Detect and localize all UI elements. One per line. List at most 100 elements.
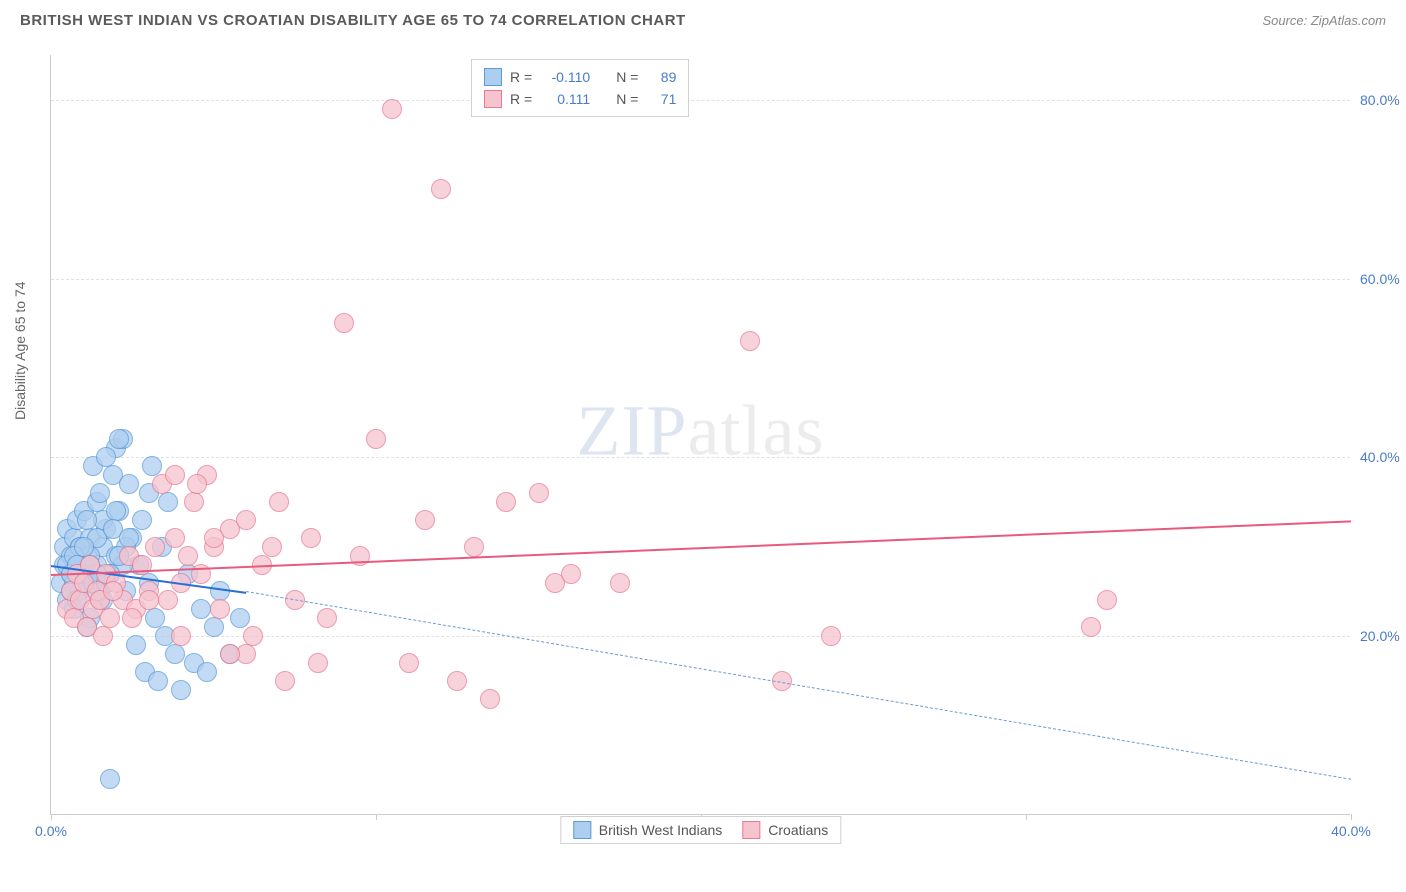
chart-header: BRITISH WEST INDIAN VS CROATIAN DISABILI… <box>0 0 1406 37</box>
data-point <box>158 492 178 512</box>
data-point <box>275 671 295 691</box>
data-point <box>1081 617 1101 637</box>
data-point <box>90 483 110 503</box>
chart-source: Source: ZipAtlas.com <box>1262 13 1386 28</box>
series-legend: British West Indians Croatians <box>560 816 841 844</box>
data-point <box>145 537 165 557</box>
data-point <box>415 510 435 530</box>
legend-n-value: 71 <box>646 91 676 107</box>
x-tick-label: 0.0% <box>35 823 67 839</box>
data-point <box>126 635 146 655</box>
data-point <box>191 599 211 619</box>
data-point <box>230 608 250 628</box>
data-point <box>96 447 116 467</box>
scatter-chart: ZIPatlas 20.0%40.0%60.0%80.0%0.0%40.0%R … <box>50 55 1350 815</box>
data-point <box>496 492 516 512</box>
data-point <box>740 331 760 351</box>
data-point <box>317 608 337 628</box>
data-point <box>109 429 129 449</box>
data-point <box>1097 590 1117 610</box>
data-point <box>142 456 162 476</box>
legend-r-label: R = <box>510 69 532 85</box>
data-point <box>243 626 263 646</box>
legend-r-value: -0.110 <box>540 69 590 85</box>
data-point <box>308 653 328 673</box>
trend-line <box>246 591 1351 780</box>
series-legend-label: Croatians <box>768 822 828 838</box>
data-point <box>165 644 185 664</box>
data-point <box>431 179 451 199</box>
data-point <box>158 590 178 610</box>
stats-legend-row: R = -0.110 N = 89 <box>484 66 676 88</box>
data-point <box>236 510 256 530</box>
data-point <box>187 474 207 494</box>
legend-swatch <box>573 821 591 839</box>
legend-r-value: 0.111 <box>540 91 590 107</box>
x-tick-mark <box>376 814 377 820</box>
data-point <box>610 573 630 593</box>
data-point <box>100 608 120 628</box>
data-point <box>171 626 191 646</box>
data-point <box>122 608 142 628</box>
series-legend-label: British West Indians <box>599 822 722 838</box>
series-legend-item: British West Indians <box>573 821 722 839</box>
gridline <box>51 279 1350 280</box>
legend-n-label: N = <box>616 91 638 107</box>
data-point <box>197 662 217 682</box>
chart-title: BRITISH WEST INDIAN VS CROATIAN DISABILI… <box>20 12 686 29</box>
data-point <box>103 581 123 601</box>
legend-n-label: N = <box>616 69 638 85</box>
data-point <box>106 501 126 521</box>
data-point <box>334 313 354 333</box>
legend-r-label: R = <box>510 91 532 107</box>
data-point <box>204 617 224 637</box>
gridline <box>51 457 1350 458</box>
data-point <box>119 474 139 494</box>
data-point <box>262 537 282 557</box>
series-legend-item: Croatians <box>742 821 828 839</box>
x-tick-mark <box>51 814 52 820</box>
data-point <box>178 546 198 566</box>
data-point <box>301 528 321 548</box>
data-point <box>821 626 841 646</box>
data-point <box>220 644 240 664</box>
data-point <box>145 608 165 628</box>
data-point <box>561 564 581 584</box>
data-point <box>204 528 224 548</box>
data-point <box>184 492 204 512</box>
legend-swatch <box>484 68 502 86</box>
y-axis-label: Disability Age 65 to 74 <box>12 281 28 420</box>
gridline <box>51 100 1350 101</box>
y-tick-label: 60.0% <box>1360 271 1406 287</box>
data-point <box>210 599 230 619</box>
data-point <box>447 671 467 691</box>
data-point <box>529 483 549 503</box>
data-point <box>100 769 120 789</box>
data-point <box>93 626 113 646</box>
stats-legend: R = -0.110 N = 89 R = 0.111 N = 71 <box>471 59 689 117</box>
x-tick-mark <box>1026 814 1027 820</box>
stats-legend-row: R = 0.111 N = 71 <box>484 88 676 110</box>
data-point <box>399 653 419 673</box>
legend-swatch <box>742 821 760 839</box>
x-tick-mark <box>1351 814 1352 820</box>
data-point <box>165 528 185 548</box>
legend-swatch <box>484 90 502 108</box>
data-point <box>171 680 191 700</box>
watermark: ZIPatlas <box>577 389 825 472</box>
data-point <box>132 510 152 530</box>
data-point <box>139 590 159 610</box>
data-point <box>366 429 386 449</box>
data-point <box>165 465 185 485</box>
y-tick-label: 20.0% <box>1360 628 1406 644</box>
data-point <box>464 537 484 557</box>
data-point <box>480 689 500 709</box>
y-tick-label: 80.0% <box>1360 92 1406 108</box>
data-point <box>382 99 402 119</box>
y-tick-label: 40.0% <box>1360 449 1406 465</box>
data-point <box>148 671 168 691</box>
legend-n-value: 89 <box>646 69 676 85</box>
data-point <box>77 510 97 530</box>
data-point <box>269 492 289 512</box>
x-tick-label: 40.0% <box>1331 823 1371 839</box>
